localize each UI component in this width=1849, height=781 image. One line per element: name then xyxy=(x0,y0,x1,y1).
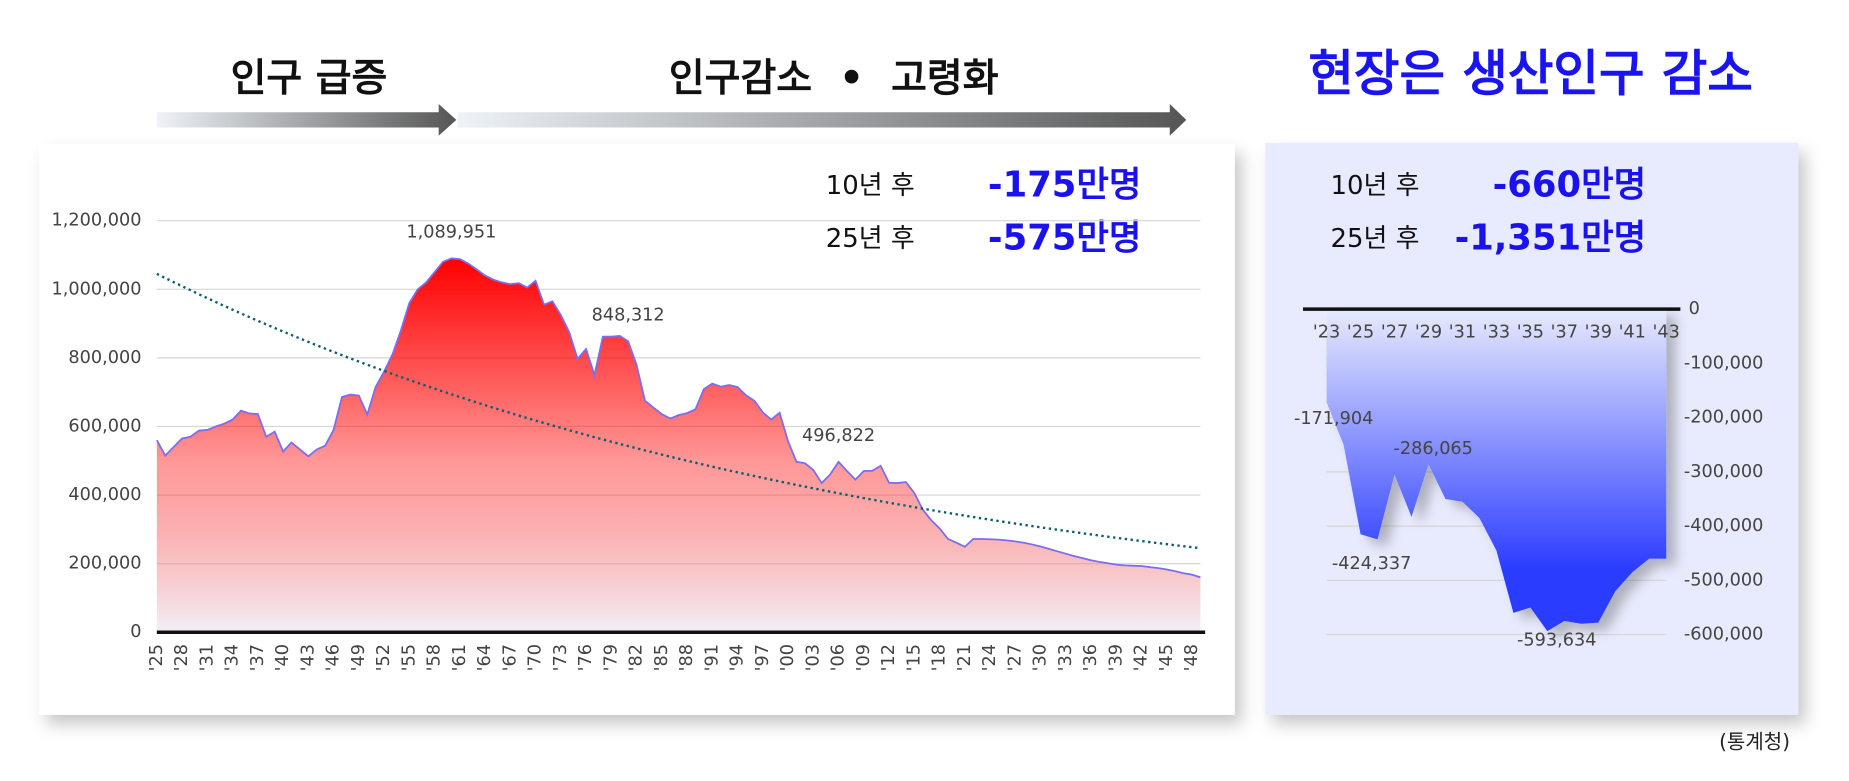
phase-label: 인구감소 • 고령화 xyxy=(669,56,999,101)
y-tick-label: 0 xyxy=(1689,299,1700,319)
x-tick-label: '94 xyxy=(728,644,748,671)
x-tick-label: '48 xyxy=(1182,644,1202,671)
value-label: 1,089,951 xyxy=(406,222,496,242)
x-tick-label: '28 xyxy=(172,644,192,671)
y-tick-label: -400,000 xyxy=(1684,516,1763,536)
x-tick-label: '79 xyxy=(601,644,621,671)
x-tick-label: '06 xyxy=(829,644,849,671)
arrow-decline xyxy=(457,103,1187,136)
x-tick-label: '58 xyxy=(425,644,445,671)
value-label: -286,065 xyxy=(1393,439,1472,459)
stat-value: -1,351만명 xyxy=(1455,218,1647,259)
x-tick-label: '97 xyxy=(753,644,773,671)
x-tick-label: '27 xyxy=(1381,323,1408,343)
x-tick-label: '23 xyxy=(1313,323,1340,343)
x-tick-label: '67 xyxy=(500,644,520,671)
x-tick-label: '03 xyxy=(803,644,823,671)
y-tick-label: 600,000 xyxy=(68,416,141,436)
stat-value: -660만명 xyxy=(1493,164,1647,205)
stat-value: -575만명 xyxy=(988,218,1142,259)
x-tick-label: '73 xyxy=(551,644,571,671)
y-tick-label: -200,000 xyxy=(1684,408,1763,428)
x-tick-label: '82 xyxy=(627,644,647,671)
y-tick-label: -100,000 xyxy=(1684,353,1763,373)
x-tick-label: '37 xyxy=(1551,323,1578,343)
x-tick-label: '76 xyxy=(576,644,596,671)
x-tick-label: '43 xyxy=(298,644,318,671)
x-tick-label: '25 xyxy=(1347,323,1374,343)
x-tick-label: '49 xyxy=(349,644,369,671)
x-tick-label: '15 xyxy=(904,644,924,671)
y-tick-label: -600,000 xyxy=(1684,625,1763,645)
x-tick-label: '45 xyxy=(1157,644,1177,671)
stat-label: 25년 후 xyxy=(1330,224,1419,254)
x-tick-label: '39 xyxy=(1585,323,1612,343)
x-tick-label: '85 xyxy=(652,644,672,671)
y-tick-label: 1,200,000 xyxy=(52,211,142,231)
x-tick-label: '33 xyxy=(1056,644,1076,671)
area-line xyxy=(156,257,1201,579)
stat-label: 25년 후 xyxy=(826,224,915,254)
x-tick-label: '30 xyxy=(1031,644,1051,671)
x-tick-label: '40 xyxy=(273,644,293,671)
x-tick-label: '52 xyxy=(374,644,394,671)
x-tick-label: '27 xyxy=(1005,644,1025,671)
area-fill xyxy=(1326,309,1667,632)
x-tick-label: '91 xyxy=(702,644,722,671)
x-tick-label: '33 xyxy=(1483,323,1510,343)
value-label: 848,312 xyxy=(592,305,665,325)
x-tick-label: '55 xyxy=(399,644,419,671)
value-label: -424,337 xyxy=(1332,554,1411,574)
y-tick-label: 1,000,000 xyxy=(52,279,142,299)
y-tick-label: -500,000 xyxy=(1684,570,1763,590)
x-tick-label: '42 xyxy=(1132,644,1152,671)
x-tick-label: '34 xyxy=(223,644,243,671)
value-label: -593,634 xyxy=(1517,631,1596,651)
y-tick-label: -300,000 xyxy=(1684,462,1763,482)
x-tick-label: '00 xyxy=(778,644,798,671)
x-tick-label: '46 xyxy=(324,644,344,671)
x-tick-label: '64 xyxy=(475,644,495,671)
x-tick-label: '29 xyxy=(1415,323,1442,343)
x-tick-label: '37 xyxy=(248,644,268,671)
stat-label: 10년 후 xyxy=(1330,171,1419,201)
x-tick-label: '25 xyxy=(147,644,167,671)
x-tick-label: '43 xyxy=(1653,323,1680,343)
x-tick-label: '36 xyxy=(1081,644,1101,671)
x-tick-label: '12 xyxy=(879,644,899,671)
area-fill xyxy=(156,258,1201,633)
stat-value: -175만명 xyxy=(988,164,1142,205)
y-tick-label: 800,000 xyxy=(68,348,141,368)
value-label: -171,904 xyxy=(1294,409,1373,429)
value-label: 496,822 xyxy=(802,426,875,446)
x-tick-label: '35 xyxy=(1517,323,1544,343)
stat-label: 10년 후 xyxy=(826,171,915,201)
x-tick-label: '88 xyxy=(677,644,697,671)
y-tick-label: 400,000 xyxy=(68,485,141,505)
x-tick-label: '24 xyxy=(980,644,1000,671)
source: (통계청) xyxy=(1719,730,1790,754)
x-tick-label: '41 xyxy=(1619,323,1646,343)
x-tick-label: '09 xyxy=(854,644,874,671)
phase-label: 인구 급증 xyxy=(231,56,388,101)
x-tick-label: '61 xyxy=(450,644,470,671)
arrow-growth xyxy=(156,103,457,136)
x-tick-label: '70 xyxy=(526,644,546,671)
trend-line xyxy=(156,272,1201,550)
y-tick-label: 200,000 xyxy=(68,554,141,574)
arrows xyxy=(156,103,1187,136)
x-tick-label: '31 xyxy=(197,644,217,671)
x-tick-label: '39 xyxy=(1106,644,1126,671)
right-title: 현장은 생산인구 감소 xyxy=(1308,44,1752,102)
x-tick-label: '31 xyxy=(1449,323,1476,343)
x-tick-label: '21 xyxy=(955,644,975,671)
y-tick-label: 0 xyxy=(130,622,141,642)
x-tick-label: '18 xyxy=(930,644,950,671)
